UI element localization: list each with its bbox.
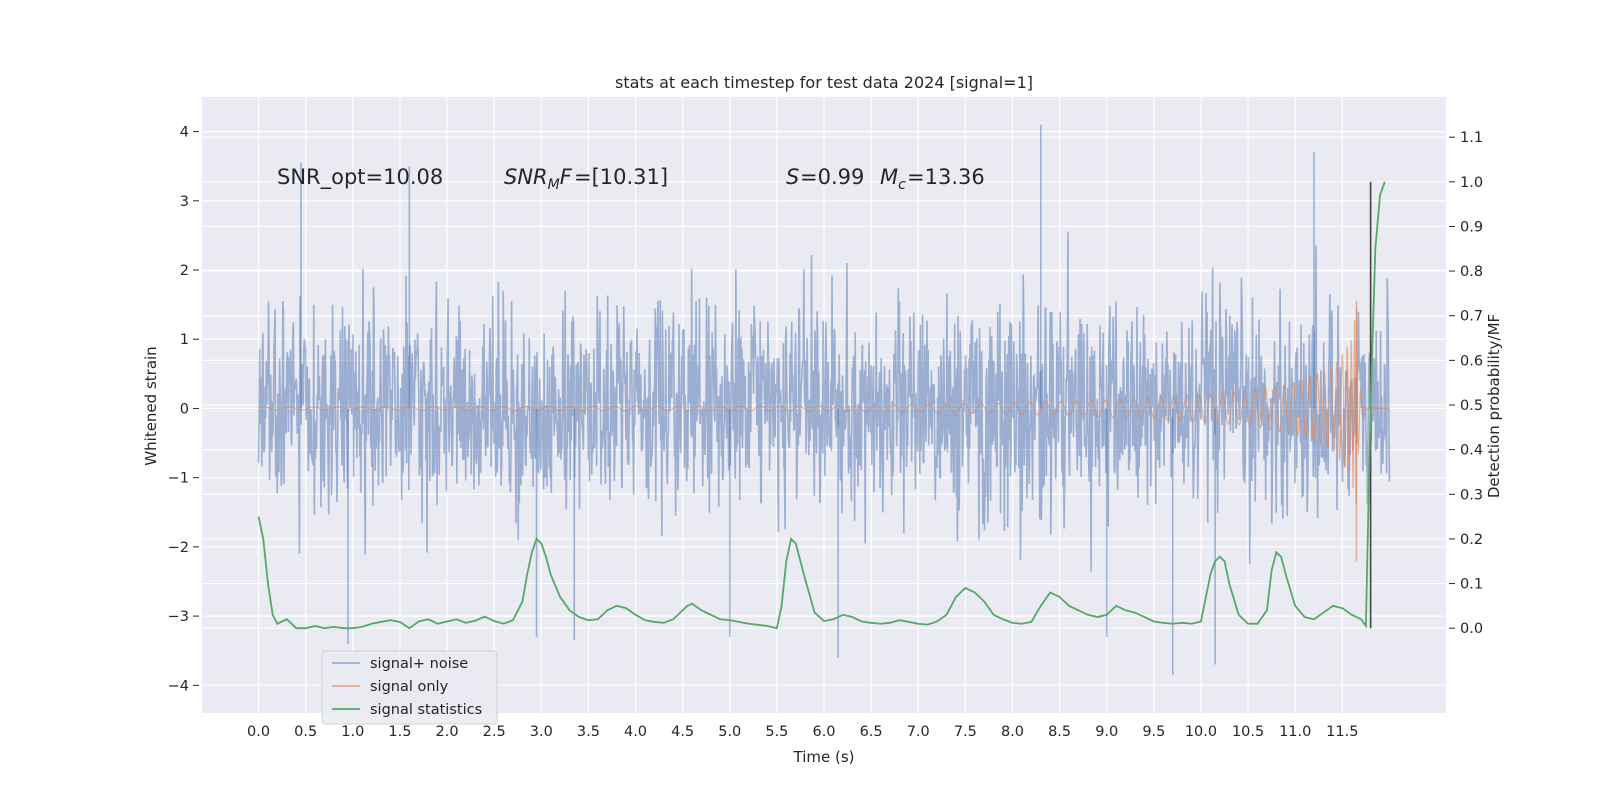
y2-tick-label: 1.0 bbox=[1460, 175, 1483, 191]
x-tick-label: 0.0 bbox=[247, 724, 270, 740]
y2-tick-label: 1.1 bbox=[1460, 130, 1483, 146]
legend-label-signal-statistics: signal statistics bbox=[370, 702, 482, 718]
x-tick-label: 8.5 bbox=[1048, 724, 1071, 740]
x-tick-label: 1.0 bbox=[341, 724, 364, 740]
x-axis-label: Time (s) bbox=[793, 748, 855, 766]
series-line-signal-noise bbox=[257, 231, 1391, 572]
x-tick-label: 7.0 bbox=[907, 724, 930, 740]
signal-statistics-series bbox=[257, 181, 1386, 630]
x-tick-label: 4.0 bbox=[624, 724, 647, 740]
legend-box bbox=[321, 650, 498, 725]
x-tick-label: 7.5 bbox=[954, 724, 977, 740]
y2-tick-label: 0.8 bbox=[1460, 264, 1483, 280]
y2-tick-label: 0.9 bbox=[1460, 219, 1483, 235]
x-tick-label: 6.5 bbox=[860, 724, 883, 740]
annotation-s-symbol: S bbox=[786, 165, 799, 189]
annotation-s-value: =0.99 bbox=[800, 165, 864, 189]
y-tick-label: −3 bbox=[168, 609, 189, 625]
x-tick-label: 11.0 bbox=[1279, 724, 1311, 740]
y2-tick-label: 0.3 bbox=[1460, 487, 1483, 503]
legend-label-signal-noise: signal+ noise bbox=[370, 656, 468, 672]
x-tick-label: 0.5 bbox=[294, 724, 317, 740]
y2-tick-label: 0.0 bbox=[1460, 621, 1483, 637]
annotation-snr-mf-value: =[10.31] bbox=[574, 165, 668, 189]
x-tick-label: 4.5 bbox=[671, 724, 694, 740]
y-tick-label: 3 bbox=[180, 194, 189, 210]
y-tick-label: 1 bbox=[180, 332, 189, 348]
x-tick-label: 8.0 bbox=[1001, 724, 1024, 740]
annotations: SNR_opt=10.08 SNRMF =[10.31] S =0.99 Mc … bbox=[277, 165, 985, 193]
y-axis-label: Whitened strain bbox=[142, 346, 160, 465]
x-tick-label: 2.5 bbox=[483, 724, 506, 740]
series-line-signal-only bbox=[258, 307, 1390, 505]
annotation-snr-opt: SNR_opt=10.08 bbox=[277, 165, 443, 190]
y2-tick-label: 0.2 bbox=[1460, 532, 1483, 548]
y-tick-label: −4 bbox=[168, 678, 189, 694]
legend-label-signal-only: signal only bbox=[370, 679, 449, 695]
x-tick-label: 10.5 bbox=[1232, 724, 1264, 740]
y2-tick-label: 0.7 bbox=[1460, 309, 1483, 325]
y-tick-label: −2 bbox=[168, 540, 189, 556]
annotation-snr-mf-symbol: SNRMF bbox=[504, 165, 573, 193]
y-tick-label: 4 bbox=[180, 125, 189, 141]
y2-tick-label: 0.5 bbox=[1460, 398, 1483, 414]
x-tick-label: 1.5 bbox=[388, 724, 411, 740]
y-tick-label: 0 bbox=[180, 401, 189, 417]
y2-tick-label: 0.6 bbox=[1460, 353, 1483, 369]
y-tick-label: −1 bbox=[168, 471, 189, 487]
x-tick-label: 9.5 bbox=[1142, 724, 1165, 740]
y2-axis-label: Detection probability/MF bbox=[1485, 314, 1503, 498]
x-tick-label: 9.0 bbox=[1095, 724, 1118, 740]
y2-tick-label: 0.1 bbox=[1460, 577, 1483, 593]
series-line-signal-statistics bbox=[257, 181, 1386, 630]
signal-only-series bbox=[258, 301, 1390, 561]
chart-title: stats at each timestep for test data 202… bbox=[615, 73, 1033, 92]
x-tick-label: 3.0 bbox=[530, 724, 553, 740]
signal-noise-series bbox=[257, 124, 1391, 675]
x-tick-label: 6.0 bbox=[812, 724, 835, 740]
annotation-mc-symbol: Mc bbox=[880, 165, 906, 193]
legend: signal+ noise signal only signal statist… bbox=[321, 650, 498, 725]
x-tick-label: 10.0 bbox=[1185, 724, 1217, 740]
axes: 0.0 0.5 1.0 1.5 2.0 2.5 3.0 3.5 4.0 4.5 5.0 5.5 6.0 6… bbox=[168, 125, 1483, 740]
y-tick-label: 2 bbox=[180, 263, 189, 279]
x-tick-label: 3.5 bbox=[577, 724, 600, 740]
x-tick-label: 5.0 bbox=[718, 724, 741, 740]
annotation-mc-value: =13.36 bbox=[907, 165, 985, 189]
x-tick-label: 2.0 bbox=[435, 724, 458, 740]
x-tick-label: 5.5 bbox=[765, 724, 788, 740]
y2-tick-label: 0.4 bbox=[1460, 443, 1483, 459]
x-tick-label: 11.5 bbox=[1326, 724, 1358, 740]
